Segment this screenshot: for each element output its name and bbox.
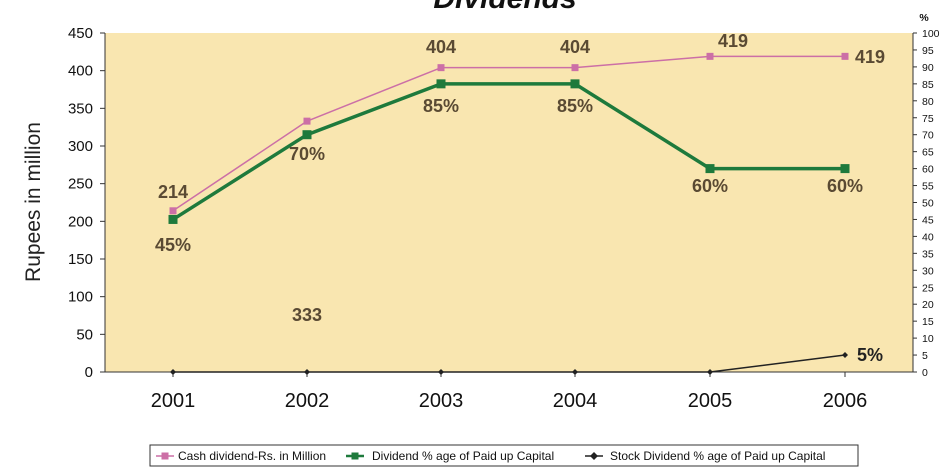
y-tick-label: 50 [76, 326, 93, 343]
y2-tick-label: 80 [922, 96, 934, 108]
series-2-point [572, 369, 578, 375]
y-tick-label: 100 [68, 289, 93, 306]
y2-tick-label: 100 [922, 28, 940, 40]
x-tick-label: 2002 [285, 390, 330, 412]
y2-tick-label: 85 [922, 79, 934, 91]
series-0-point [303, 117, 311, 125]
dividend-pct-data-label: 60% [692, 176, 728, 196]
y2-tick-label: 20 [922, 299, 934, 311]
y2-tick-label: 40 [922, 231, 934, 243]
series-1-point [570, 79, 580, 89]
x-tick-label: 2006 [823, 390, 868, 412]
x-tick-label: 2005 [688, 390, 733, 412]
series-1-point [840, 164, 850, 174]
legend-swatch-marker [351, 452, 359, 460]
dividend-pct-data-label: 85% [423, 96, 459, 116]
y2-tick-label: 0 [922, 367, 928, 379]
series-1-point [168, 214, 178, 224]
y2-tick-label: 65 [922, 147, 934, 159]
y2-tick-label: 15 [922, 316, 934, 328]
dividend-pct-data-label: 70% [289, 144, 325, 164]
y2-axis-unit: % [919, 12, 929, 24]
series-line-1 [172, 82, 845, 221]
y-tick-label: 400 [68, 63, 93, 80]
cash-data-label: 333 [292, 305, 322, 325]
dividend-pct-data-label: 85% [557, 96, 593, 116]
series-1-point [302, 130, 312, 140]
y2-tick-label: 35 [922, 248, 934, 260]
dividend-pct-data-label: 45% [155, 235, 191, 255]
legend-swatch-marker [161, 452, 169, 460]
legend-label: Dividend % age of Paid up Capital [372, 449, 554, 463]
series-line-0 [172, 55, 845, 212]
y2-tick-label: 30 [922, 265, 934, 277]
x-tick-label: 2004 [553, 390, 598, 412]
series-2-point [707, 369, 713, 375]
cash-data-label: 404 [560, 37, 590, 57]
y-tick-label: 200 [68, 213, 93, 230]
series-2-point [438, 369, 444, 375]
y-tick-label: 350 [68, 100, 93, 117]
cash-data-label: 419 [718, 31, 748, 51]
y2-tick-label: 90 [922, 62, 934, 74]
cash-data-label: 214 [158, 182, 188, 202]
y2-tick-label: 25 [922, 282, 934, 294]
legend-box [149, 444, 859, 467]
series-0-point [437, 64, 445, 72]
x-tick-label: 2003 [419, 390, 464, 412]
cash-data-label: 404 [426, 37, 456, 57]
y-tick-label: 450 [68, 25, 93, 42]
y2-tick-label: 55 [922, 181, 934, 193]
plot-area [105, 33, 913, 372]
series-0-point [706, 52, 714, 60]
series-2-point [304, 369, 310, 375]
y-axis-label: Rupees in million [22, 122, 45, 282]
y2-tick-label: 10 [922, 333, 934, 345]
y2-tick-label: 45 [922, 214, 934, 226]
legend-label: Stock Dividend % age of Paid up Capital [610, 449, 825, 463]
series-2-point [170, 369, 176, 375]
dividend-pct-data-label: 60% [827, 176, 863, 196]
stock-data-label: 5% [857, 345, 883, 365]
series-1-point [436, 79, 446, 89]
chart-title: Dividends [433, 0, 576, 15]
x-tick-label: 2001 [151, 390, 196, 412]
y2-tick-label: 75 [922, 113, 934, 125]
legend: Cash dividend-Rs. in Million Dividend % a… [149, 444, 859, 467]
y-tick-label: 250 [68, 176, 93, 193]
y-tick-label: 0 [85, 364, 93, 381]
y-tick-label: 150 [68, 251, 93, 268]
y2-tick-label: 60 [922, 164, 934, 176]
y-tick-label: 300 [68, 138, 93, 155]
cash-data-label: 419 [855, 47, 885, 67]
series-1-point [705, 164, 715, 174]
series-line-2 [173, 354, 846, 373]
y2-tick-label: 70 [922, 130, 934, 142]
y2-tick-label: 95 [922, 45, 934, 57]
y2-tick-label: 50 [922, 198, 934, 210]
series-0-point [571, 64, 579, 72]
legend-label: Cash dividend-Rs. in Million [178, 449, 326, 463]
series-0-point [841, 52, 849, 60]
y2-tick-label: 5 [922, 350, 928, 362]
series-0-point [169, 207, 177, 215]
series-2-point [842, 352, 848, 359]
legend-swatch-marker [590, 452, 598, 460]
